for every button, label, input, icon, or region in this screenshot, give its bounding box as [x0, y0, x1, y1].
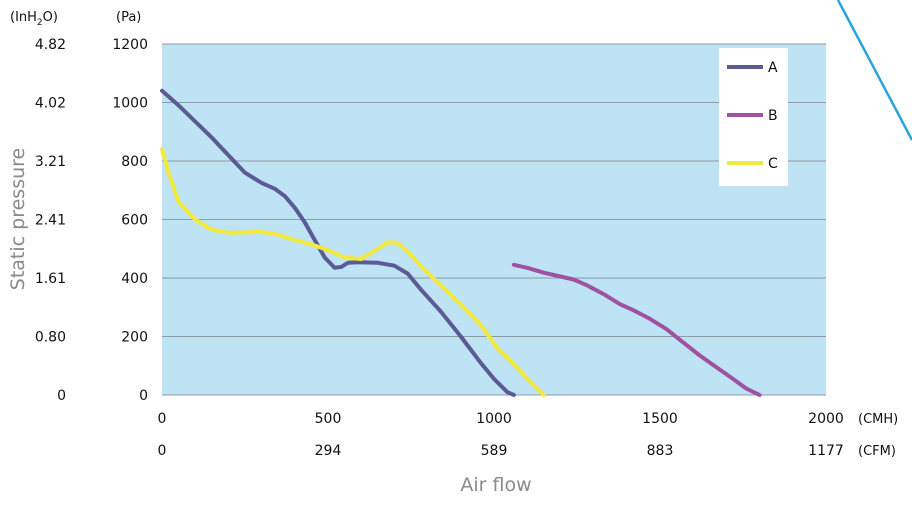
series-line-a: [160, 88, 516, 397]
legend-label-c: C: [768, 156, 778, 172]
y-secondary-tick-label: 3.21: [35, 154, 66, 170]
series-layer: [160, 88, 762, 397]
x-tick-label: 500: [315, 411, 342, 427]
y-tick-label: 1200: [112, 37, 148, 53]
x-axis-title: Air flow: [460, 474, 531, 496]
x-tick-label: 0: [158, 411, 167, 427]
y-secondary-tick-label: 1.61: [35, 271, 66, 287]
y-tick-label: 200: [121, 330, 148, 346]
y-secondary-tick-label: 4.02: [35, 96, 66, 112]
x-secondary-tick-label: 294: [315, 443, 342, 459]
y-axis-secondary-unit: (InH2O): [10, 10, 58, 28]
y-tick-label: 400: [121, 271, 148, 287]
gridlines: [162, 43, 826, 396]
x-axis-primary-unit: (CMH): [858, 412, 898, 427]
external-curve-decoration: [836, 0, 912, 141]
y-tick-label: 600: [121, 213, 148, 229]
x-axis-ticks: 0 0 500 294 1000 589 1500 883 2000 1177: [158, 411, 844, 459]
y-tick-label: 0: [139, 388, 148, 404]
y-secondary-tick-label: 2.41: [35, 213, 66, 229]
series-line-c: [160, 147, 546, 397]
x-secondary-tick-label: 589: [481, 443, 508, 459]
y-secondary-tick-label: 0: [57, 388, 66, 404]
x-secondary-tick-label: 0: [158, 443, 167, 459]
y-axis-ticks: 0 0 200 0.80 400 1.61 600 2.41 800 3.21 1000 4.02 12…: [35, 37, 148, 404]
y-axis-title: Static pressure: [7, 148, 29, 290]
x-tick-label: 1500: [642, 411, 678, 427]
legend: A B C: [719, 48, 788, 186]
x-secondary-tick-label: 1177: [808, 443, 844, 459]
y-axis-primary-unit: (Pa): [116, 10, 141, 25]
x-secondary-tick-label: 883: [647, 443, 674, 459]
legend-label-b: B: [768, 108, 778, 124]
y-secondary-tick-label: 0.80: [35, 330, 66, 346]
y-tick-label: 800: [121, 154, 148, 170]
x-tick-label: 1000: [476, 411, 512, 427]
legend-label-a: A: [768, 60, 778, 76]
series-line-b: [511, 262, 762, 397]
y-secondary-tick-label: 4.82: [35, 37, 66, 53]
x-tick-label: 2000: [808, 411, 844, 427]
x-axis-secondary-unit: (CFM): [858, 444, 896, 459]
y-tick-label: 1000: [112, 96, 148, 112]
